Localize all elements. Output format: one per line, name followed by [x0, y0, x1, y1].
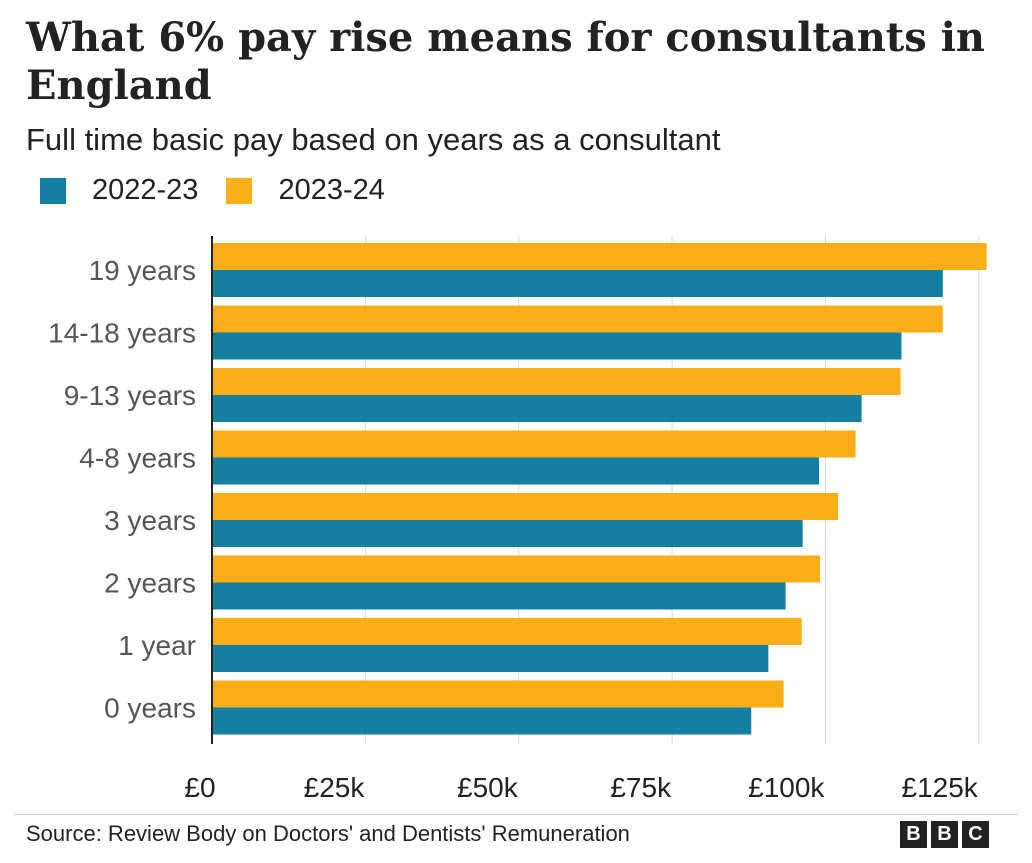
x-tick-label: £100k — [748, 772, 825, 803]
bar-2022-23-3-years — [212, 520, 803, 547]
x-tick-label: £75k — [610, 772, 672, 803]
category-label: 9-13 years — [64, 380, 196, 411]
category-label: 2 years — [104, 568, 196, 599]
category-label: 0 years — [104, 693, 196, 724]
source-note: Source: Review Body on Doctors' and Dent… — [26, 821, 630, 846]
x-tick-label: £25k — [304, 772, 366, 803]
bar-2023-24-4-8-years — [212, 430, 856, 458]
bar-2023-24-9-13-years — [212, 368, 901, 395]
legend-item-2022-23: 2022-23 — [40, 174, 198, 207]
bar-2023-24-2-years — [212, 555, 820, 583]
bar-chart: 19 years 14-18 years 9-13 years 4-8 years 3 … — [48, 236, 987, 803]
bar-2023-24-19-years — [212, 243, 987, 270]
bar-2022-23-4-8-years — [212, 457, 820, 485]
chart-title: What 6% pay rise means for consultants i… — [26, 14, 986, 109]
x-tick-label: £0 — [184, 772, 215, 803]
bar-2022-23-9-13-years — [212, 395, 862, 422]
category-label: 1 year — [118, 630, 196, 661]
bar-2022-23-19-years — [212, 270, 943, 297]
bar-2022-23-1-year — [212, 645, 769, 672]
bbc-logo-letter: C — [962, 821, 989, 848]
legend-swatch-2022-23 — [40, 177, 66, 204]
bar-2023-24-0-years — [212, 680, 784, 708]
bar-2022-23-14-18-years — [212, 332, 902, 360]
bar-2023-24-3-years — [212, 493, 839, 520]
legend-item-2023-24: 2023-24 — [226, 174, 385, 207]
footer-divider — [14, 814, 1018, 815]
x-tick-label: £125k — [902, 772, 979, 803]
bar-2023-24-14-18-years — [212, 305, 943, 333]
category-label: 4-8 years — [79, 443, 196, 474]
bar-2022-23-2-years — [212, 582, 786, 610]
category-label: 19 years — [89, 255, 196, 286]
bbc-logo-letter: B — [900, 821, 927, 848]
category-label: 3 years — [104, 505, 196, 536]
bar-2022-23-0-years — [212, 707, 752, 735]
category-label: 14-18 years — [48, 318, 196, 349]
legend-swatch-2023-24 — [226, 177, 253, 204]
bar-2023-24-1-year — [212, 618, 802, 645]
bbc-logo: B B C — [900, 821, 993, 848]
bbc-logo-letter: B — [931, 821, 958, 848]
x-tick-label: £50k — [457, 772, 519, 803]
chart-subtitle: Full time basic pay based on years as a … — [26, 122, 721, 157]
legend-label-2023-24: 2023-24 — [278, 174, 385, 206]
chart-legend: 2022-23 2023-24 — [40, 174, 413, 207]
legend-label-2022-23: 2022-23 — [92, 174, 199, 206]
